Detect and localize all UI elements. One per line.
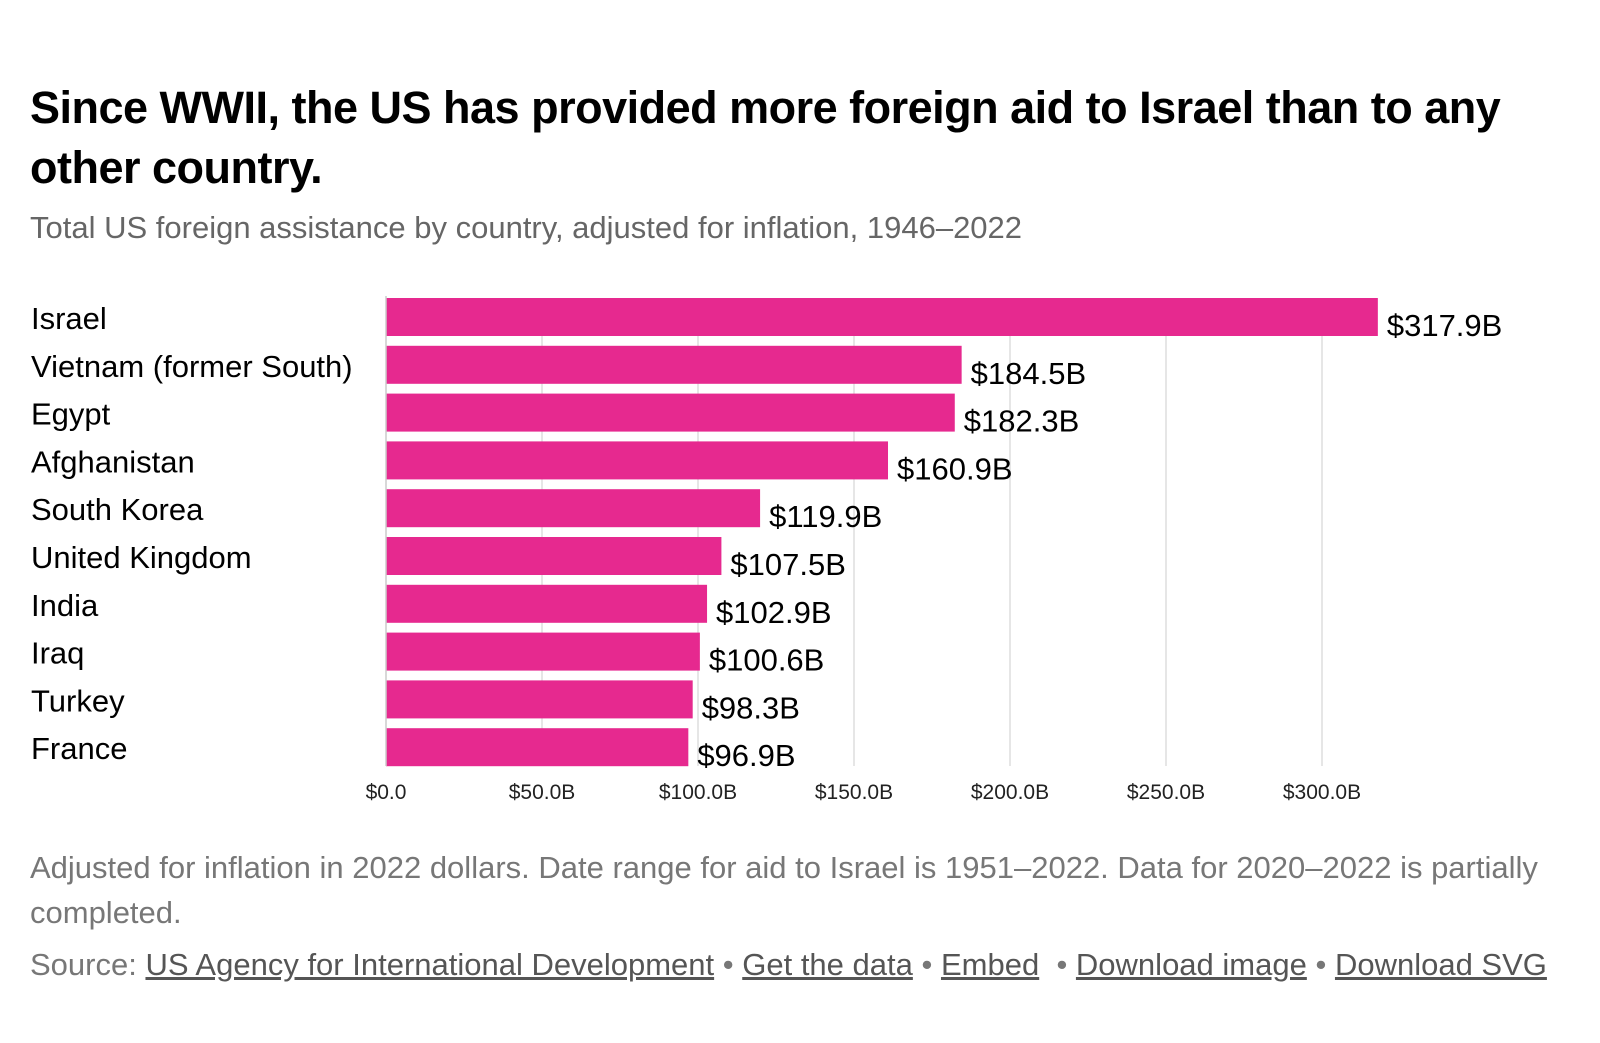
category-label: France [31,731,127,766]
bar [386,680,693,719]
x-tick-label: $300.0B [1283,781,1361,804]
bar [386,728,689,767]
value-label: $160.9B [897,451,1013,486]
value-label: $107.5B [730,547,846,582]
separator: • [921,947,933,982]
usaid-link[interactable]: US Agency for International Development [145,947,715,982]
value-label: $317.9B [1387,308,1503,343]
bar [386,345,962,384]
embed-link[interactable]: Embed [940,947,1040,982]
category-label: Vietnam (former South) [31,349,353,384]
x-tick-label: $250.0B [1127,781,1205,804]
value-label: $100.6B [709,643,825,678]
x-tick-label: $0.0 [366,781,407,804]
download-image-link[interactable]: Download image [1075,947,1307,982]
separator: • [1056,947,1068,982]
bar [386,393,955,432]
source-line: Source: US Agency for International Deve… [30,942,1550,987]
chart-subtitle: Total US foreign assistance by country, … [30,210,1023,245]
x-tick-label: $200.0B [971,781,1049,804]
category-label: India [31,588,99,623]
value-label: $102.9B [716,595,832,630]
separator: • [1315,947,1327,982]
value-label: $98.3B [702,690,800,725]
x-tick-label: $100.0B [659,781,737,804]
get-data-link[interactable]: Get the data [742,947,913,982]
download-svg-link[interactable]: Download SVG [1334,947,1547,982]
value-label: $182.3B [964,404,1080,439]
category-label: South Korea [31,492,204,527]
chart-title: Since WWII, the US has provided more for… [30,82,1501,193]
source-label: Source: [30,947,137,982]
bar [386,584,708,623]
value-label: $119.9B [769,499,882,534]
x-tick-label: $150.0B [815,781,893,804]
separator: • [722,947,734,982]
value-label: $184.5B [971,356,1087,391]
bar-chart: Israel $317.9B Vietnam (former South) $184.… [31,296,1503,804]
category-label: Iraq [31,636,84,671]
bar [386,489,761,528]
bar [386,298,1378,336]
bar [386,537,722,575]
value-label: $96.9B [697,738,795,773]
bar [386,632,700,671]
x-tick-label: $50.0B [509,781,576,804]
category-label: Egypt [31,397,111,432]
chart-note: Adjusted for inflation in 2022 dollars. … [30,850,1538,930]
bar [386,441,889,480]
category-label: Israel [31,301,107,336]
category-label: Turkey [31,683,125,718]
category-label: Afghanistan [31,444,195,479]
category-label: United Kingdom [31,540,252,575]
